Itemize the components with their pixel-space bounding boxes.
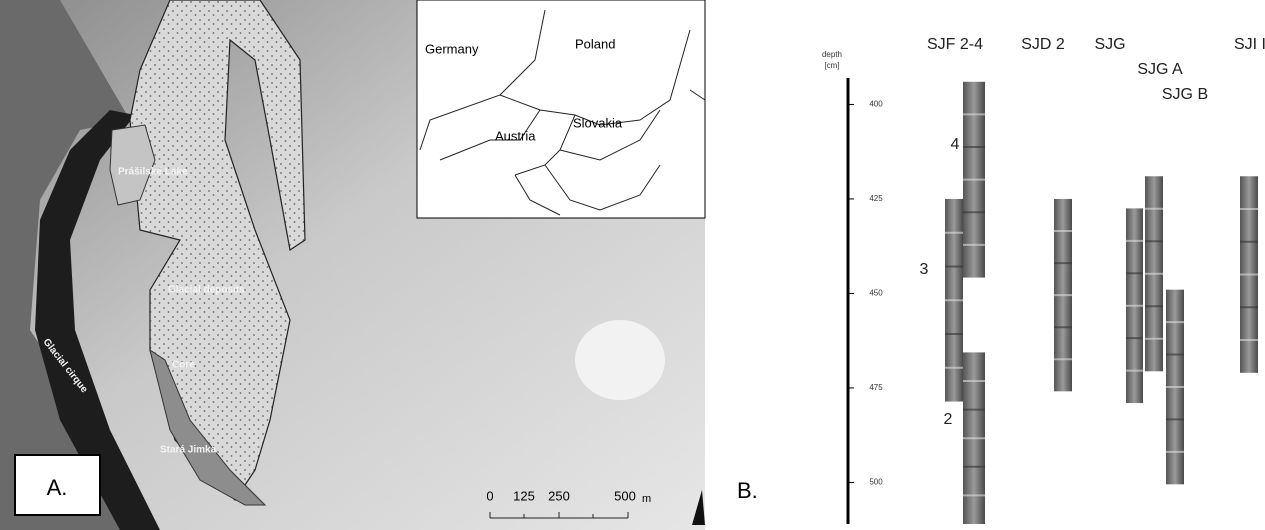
scale-label: 125 — [513, 488, 535, 503]
figure: Prášilské Lake Glacial deposits Core Gla… — [0, 0, 1265, 530]
panel-label: A. — [47, 475, 68, 500]
core-group-label: SJF 2-4 — [927, 36, 983, 53]
country-label: Poland — [575, 36, 615, 51]
scale-label: 0 — [486, 488, 493, 503]
country-label: Austria — [495, 128, 536, 143]
y-tick-label: 425 — [869, 194, 883, 203]
core-number: 2 — [944, 411, 953, 428]
core-group-label: SJG B — [1162, 86, 1208, 103]
y-tick-label: 450 — [869, 289, 883, 298]
map: Prášilské Lake Glacial deposits Core Gla… — [0, 0, 705, 530]
y-tick-label: 500 — [869, 478, 883, 487]
map-label: Prášilské Lake — [118, 167, 188, 178]
map-label: Core — [172, 360, 195, 371]
y-tick-label: 475 — [869, 383, 883, 392]
scale-label: 500 — [614, 488, 636, 503]
map-label: Stará Jimka — [160, 445, 217, 456]
hill — [575, 320, 665, 400]
scale-unit: m — [642, 493, 651, 505]
core-number: 3 — [920, 261, 929, 278]
core-group-label: SJG — [1094, 36, 1125, 53]
country-label: Slovakia — [573, 115, 623, 130]
scale-label: 250 — [548, 488, 570, 503]
core-group-label: SJI I — [1234, 36, 1265, 53]
panel-label: B. — [737, 478, 758, 503]
y-tick-label: 400 — [869, 100, 883, 109]
map-label: Glacial deposits — [168, 285, 245, 296]
core-number: 4 — [951, 136, 960, 153]
core-group-label: SJD 2 — [1021, 36, 1065, 53]
axis-title: [cm] — [824, 61, 839, 70]
axis-title: depth — [822, 50, 842, 59]
core-group-label: SJG A — [1137, 61, 1183, 78]
country-label: Germany — [425, 41, 479, 56]
